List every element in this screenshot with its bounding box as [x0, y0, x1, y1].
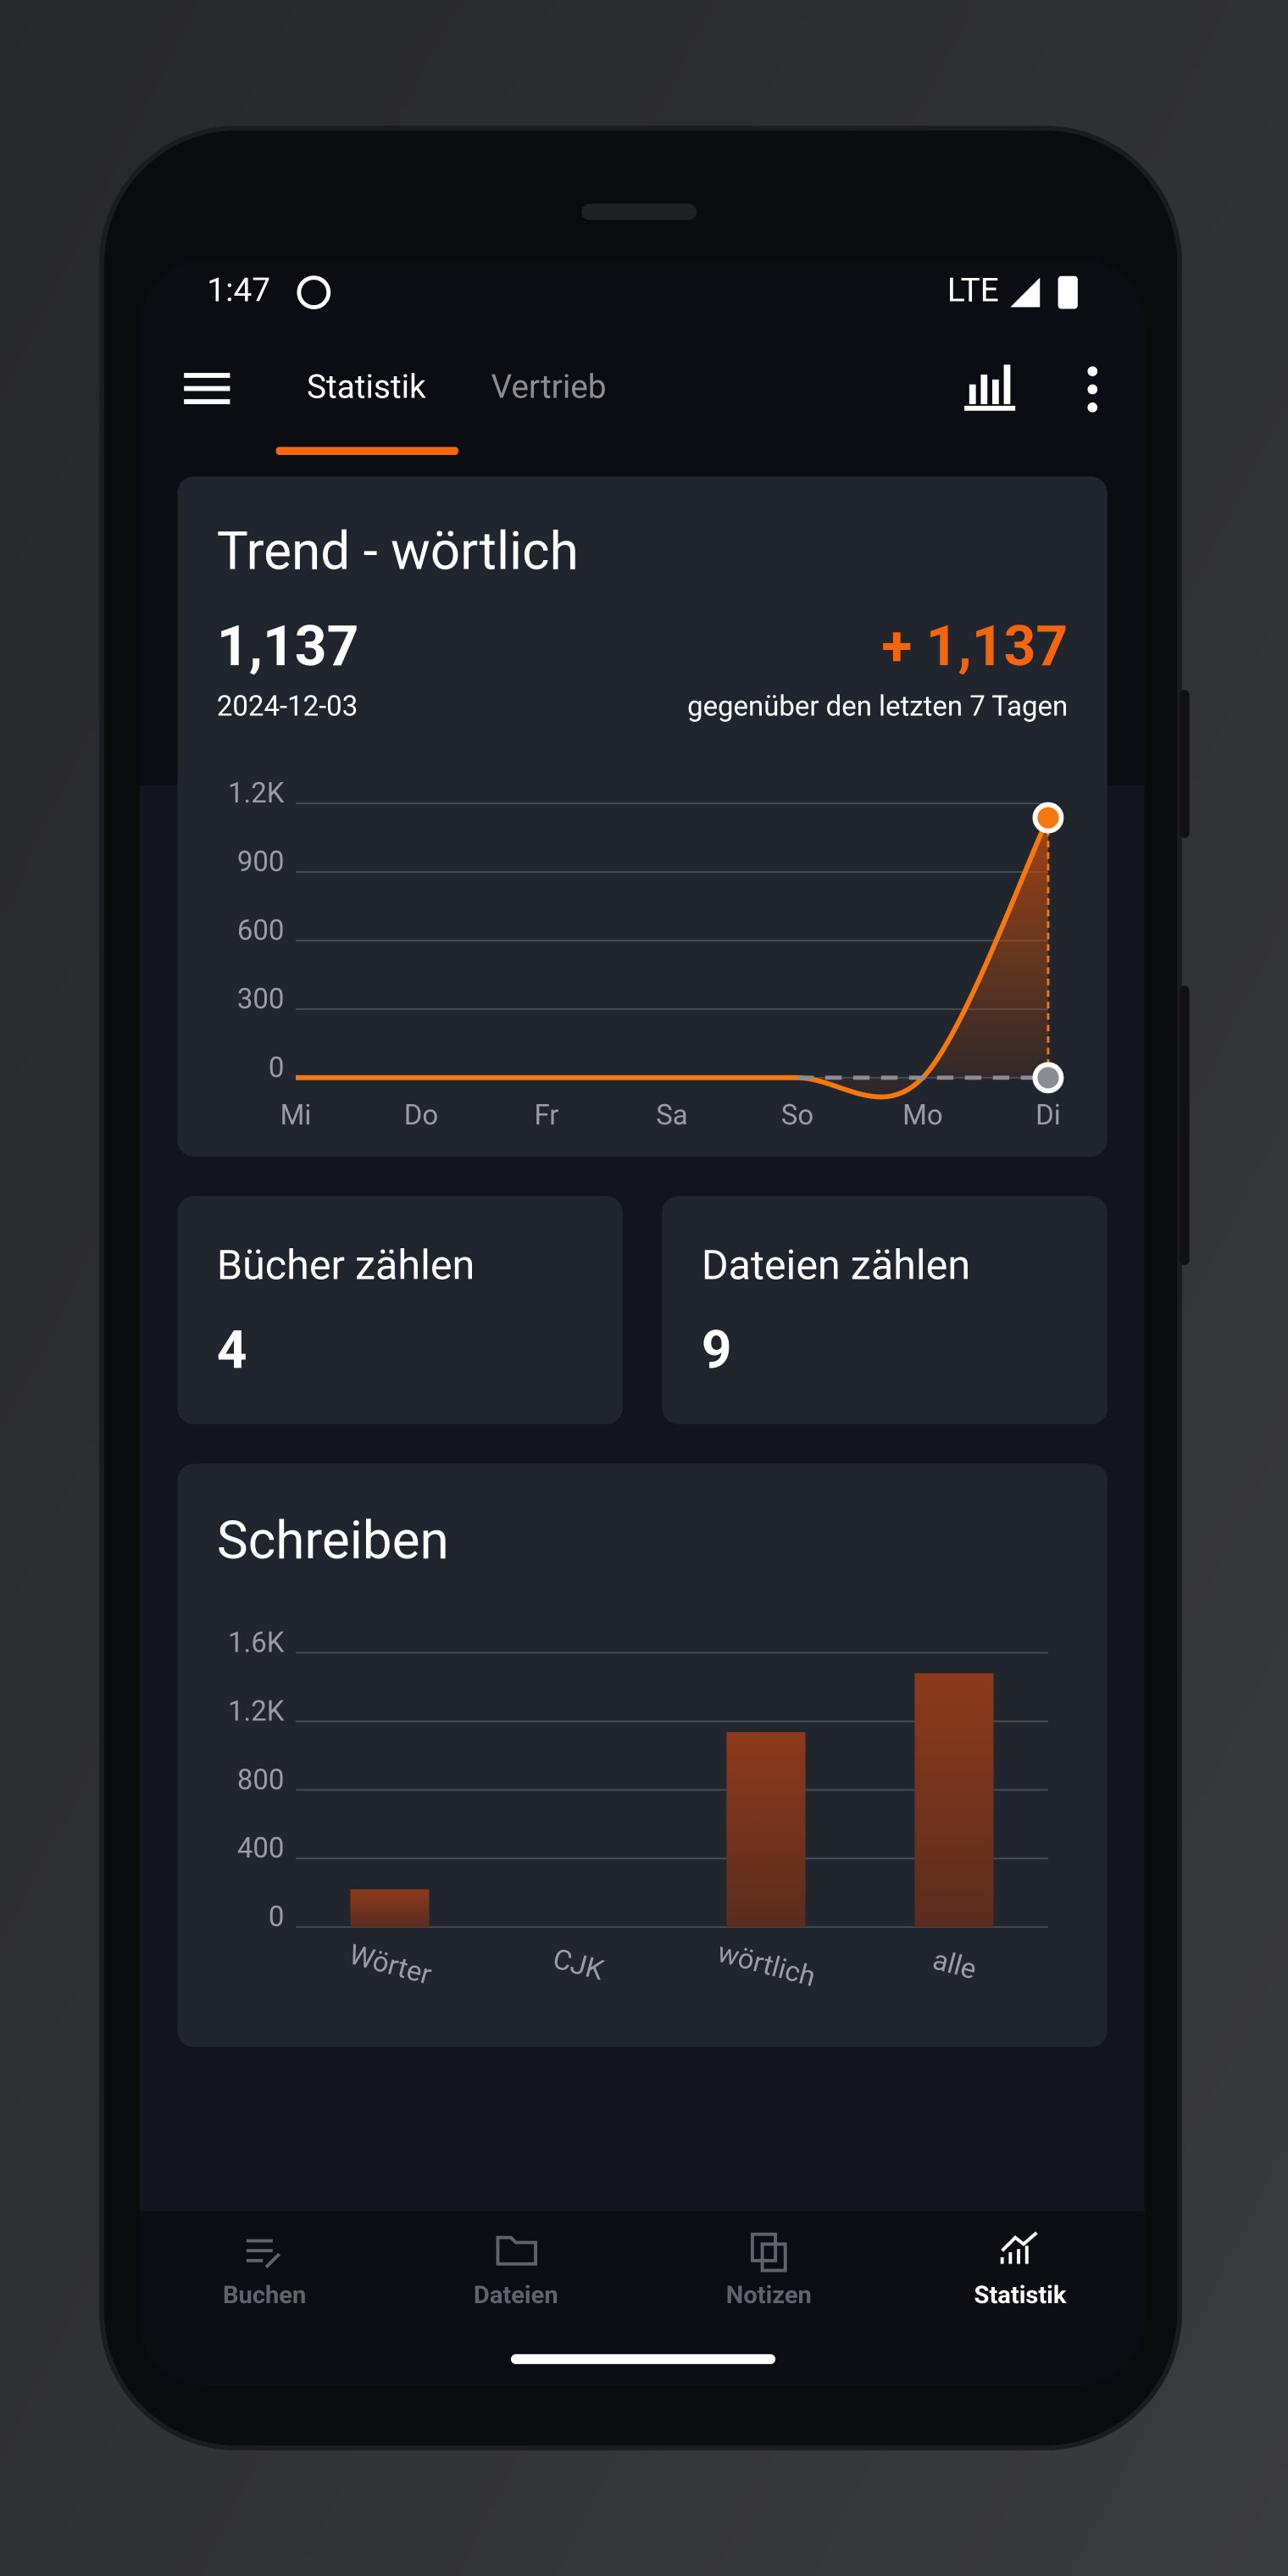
- x-tick-label: Fr: [534, 1099, 558, 1132]
- x-tick-label: So: [781, 1099, 813, 1132]
- x-tick-label: Mi: [280, 1099, 312, 1132]
- y-tick-label: 800: [237, 1763, 285, 1796]
- point: [1032, 802, 1064, 834]
- tab[interactable]: Vertrieb: [491, 369, 607, 407]
- y-tick-label: 600: [237, 914, 285, 947]
- tab[interactable]: Statistik: [307, 369, 426, 407]
- nav-label[interactable]: Dateien: [474, 2281, 558, 2310]
- signal-icon: [1010, 277, 1041, 308]
- y-tick-label: 1.6K: [228, 1626, 285, 1659]
- x-tick-label: Mo: [902, 1099, 943, 1132]
- nav-icon: [246, 2239, 280, 2268]
- y-tick-label: 0: [269, 1052, 285, 1085]
- speaker: [581, 203, 697, 220]
- y-tick-label: 1.2K: [228, 777, 285, 810]
- line: [295, 816, 1051, 1100]
- y-tick-label: 900: [237, 846, 285, 879]
- area: [295, 818, 1048, 1097]
- trend-change: + 1,137: [881, 614, 1068, 680]
- card-title: Trend - wörtlich: [217, 521, 579, 583]
- menu-icon[interactable]: [184, 373, 230, 404]
- y-tick-label: 300: [237, 983, 285, 1016]
- count-card: [662, 1196, 1108, 1424]
- trend-chart: 0 300 600 900 1.2K Mi Do Fr Sa So Mo Di: [228, 777, 1064, 1132]
- nav-icon: [751, 2232, 787, 2273]
- network: LTE: [947, 271, 999, 309]
- battery-icon: [1058, 275, 1078, 309]
- nav-icon: [1000, 2231, 1038, 2264]
- bar: [914, 1673, 994, 1928]
- count-value: 9: [702, 1319, 732, 1381]
- status-icon: [297, 275, 331, 309]
- count-label: Bücher zählen: [217, 1241, 475, 1290]
- trend-date: 2024-12-03: [217, 690, 358, 723]
- screen: 1:47 LTE Statistik Vertrieb Trend - wört…: [139, 259, 1146, 2386]
- count-value: 4: [217, 1319, 247, 1381]
- y-tick-label: 400: [237, 1832, 285, 1865]
- more-icon[interactable]: [1087, 366, 1098, 413]
- side-button: [1180, 690, 1190, 838]
- bar: [726, 1732, 806, 1928]
- trend-card: [177, 476, 1108, 1157]
- trend-value: 1,137: [217, 614, 358, 680]
- nav-icon: [496, 2235, 537, 2266]
- nav-label[interactable]: Statistik: [974, 2281, 1067, 2310]
- bar: [350, 1889, 430, 1928]
- count-card: [177, 1196, 623, 1424]
- y-tick-label: 0: [269, 1901, 285, 1934]
- trend-caption: gegenüber den letzten 7 Tagen: [687, 690, 1068, 723]
- count-label: Dateien zählen: [702, 1241, 970, 1290]
- home-indicator: [510, 2354, 776, 2364]
- x-tick-label: Sa: [656, 1099, 687, 1132]
- tab-indicator: [275, 447, 458, 456]
- nav-label[interactable]: Buchen: [223, 2281, 306, 2310]
- y-tick-label: 1.2K: [228, 1695, 285, 1728]
- point: [1032, 1062, 1064, 1094]
- chart-icon[interactable]: [964, 364, 1016, 411]
- x-tick-label: Di: [1035, 1099, 1061, 1132]
- nav-label[interactable]: Notizen: [726, 2281, 812, 2310]
- card-title: Schreiben: [217, 1510, 449, 1572]
- side-button: [1180, 985, 1190, 1265]
- x-tick-label: Do: [404, 1099, 438, 1132]
- clock: 1:47: [207, 271, 270, 309]
